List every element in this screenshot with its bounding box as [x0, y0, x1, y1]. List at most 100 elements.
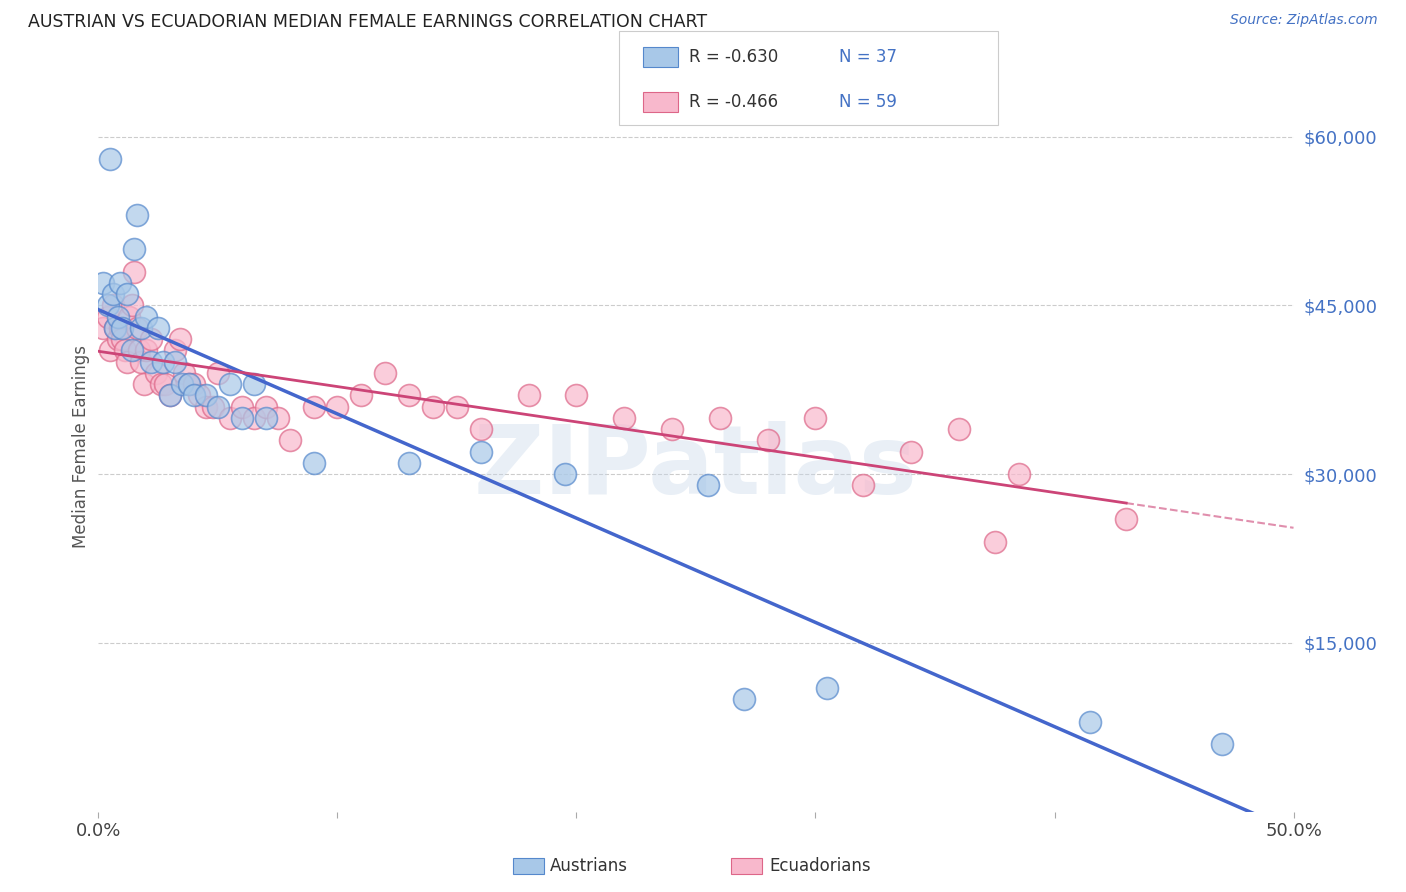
- Text: R = -0.630: R = -0.630: [689, 48, 778, 66]
- Point: [97, 298, 120, 312]
- Point: [756, 434, 779, 448]
- Point: [131, 321, 153, 335]
- Point: [135, 343, 157, 358]
- Point: [278, 434, 301, 448]
- Point: [159, 388, 181, 402]
- Point: [114, 343, 136, 358]
- Point: [207, 366, 229, 380]
- Text: Source: ZipAtlas.com: Source: ZipAtlas.com: [1230, 13, 1378, 28]
- Point: [91, 321, 114, 335]
- Point: [852, 478, 875, 492]
- Point: [128, 343, 150, 358]
- Point: [173, 366, 195, 380]
- Point: [131, 354, 153, 368]
- Point: [446, 400, 468, 414]
- Point: [152, 354, 174, 368]
- Point: [1007, 467, 1029, 482]
- Point: [179, 377, 201, 392]
- Point: [115, 354, 138, 368]
- Point: [302, 400, 325, 414]
- Point: [104, 321, 127, 335]
- Point: [194, 388, 218, 402]
- Point: [159, 388, 181, 402]
- Point: [118, 310, 141, 324]
- Point: [470, 422, 492, 436]
- Point: [169, 332, 191, 346]
- Point: [125, 208, 148, 222]
- Point: [984, 534, 1007, 549]
- Point: [661, 422, 683, 436]
- Point: [350, 388, 373, 402]
- Y-axis label: Median Female Earnings: Median Female Earnings: [72, 344, 90, 548]
- Point: [124, 264, 146, 278]
- Point: [804, 410, 827, 425]
- Text: Austrians: Austrians: [550, 857, 627, 875]
- Point: [183, 388, 205, 402]
- Point: [1080, 714, 1102, 729]
- Point: [254, 410, 277, 425]
- Text: ZIPatlas: ZIPatlas: [474, 421, 918, 515]
- Point: [98, 343, 122, 358]
- Point: [231, 410, 253, 425]
- Point: [231, 400, 253, 414]
- Text: R = -0.466: R = -0.466: [689, 93, 778, 111]
- Text: N = 37: N = 37: [839, 48, 897, 66]
- Point: [219, 377, 242, 392]
- Point: [183, 377, 205, 392]
- Text: Ecuadorians: Ecuadorians: [769, 857, 870, 875]
- Point: [145, 366, 167, 380]
- Point: [202, 400, 225, 414]
- Point: [98, 152, 122, 166]
- Point: [155, 377, 177, 392]
- Point: [139, 332, 162, 346]
- Point: [121, 343, 143, 358]
- Point: [194, 400, 218, 414]
- Point: [207, 400, 229, 414]
- Point: [179, 377, 201, 392]
- Point: [613, 410, 636, 425]
- Text: AUSTRIAN VS ECUADORIAN MEDIAN FEMALE EARNINGS CORRELATION CHART: AUSTRIAN VS ECUADORIAN MEDIAN FEMALE EAR…: [28, 13, 707, 31]
- Point: [302, 456, 325, 470]
- Point: [107, 310, 129, 324]
- Point: [172, 377, 194, 392]
- Point: [149, 377, 172, 392]
- Point: [470, 444, 492, 458]
- Point: [104, 321, 127, 335]
- Point: [115, 287, 138, 301]
- Point: [1115, 512, 1137, 526]
- Point: [219, 410, 242, 425]
- Point: [163, 343, 186, 358]
- Point: [709, 410, 731, 425]
- Point: [554, 467, 576, 482]
- Point: [243, 410, 266, 425]
- Point: [398, 388, 420, 402]
- Point: [111, 332, 134, 346]
- Point: [267, 410, 290, 425]
- Point: [108, 276, 131, 290]
- Point: [108, 321, 131, 335]
- Point: [135, 310, 157, 324]
- Point: [148, 321, 170, 335]
- Point: [517, 388, 540, 402]
- Point: [91, 276, 114, 290]
- Point: [101, 287, 124, 301]
- Point: [121, 298, 143, 312]
- Point: [254, 400, 277, 414]
- Point: [948, 422, 970, 436]
- Text: N = 59: N = 59: [839, 93, 897, 111]
- Point: [326, 400, 349, 414]
- Point: [111, 321, 134, 335]
- Point: [187, 388, 209, 402]
- Point: [101, 298, 124, 312]
- Point: [815, 681, 838, 695]
- Point: [733, 692, 755, 706]
- Point: [97, 310, 120, 324]
- Point: [132, 377, 155, 392]
- Point: [398, 456, 420, 470]
- Point: [124, 242, 146, 256]
- Point: [697, 478, 720, 492]
- Point: [243, 377, 266, 392]
- Point: [163, 354, 186, 368]
- Point: [139, 354, 162, 368]
- Point: [125, 321, 148, 335]
